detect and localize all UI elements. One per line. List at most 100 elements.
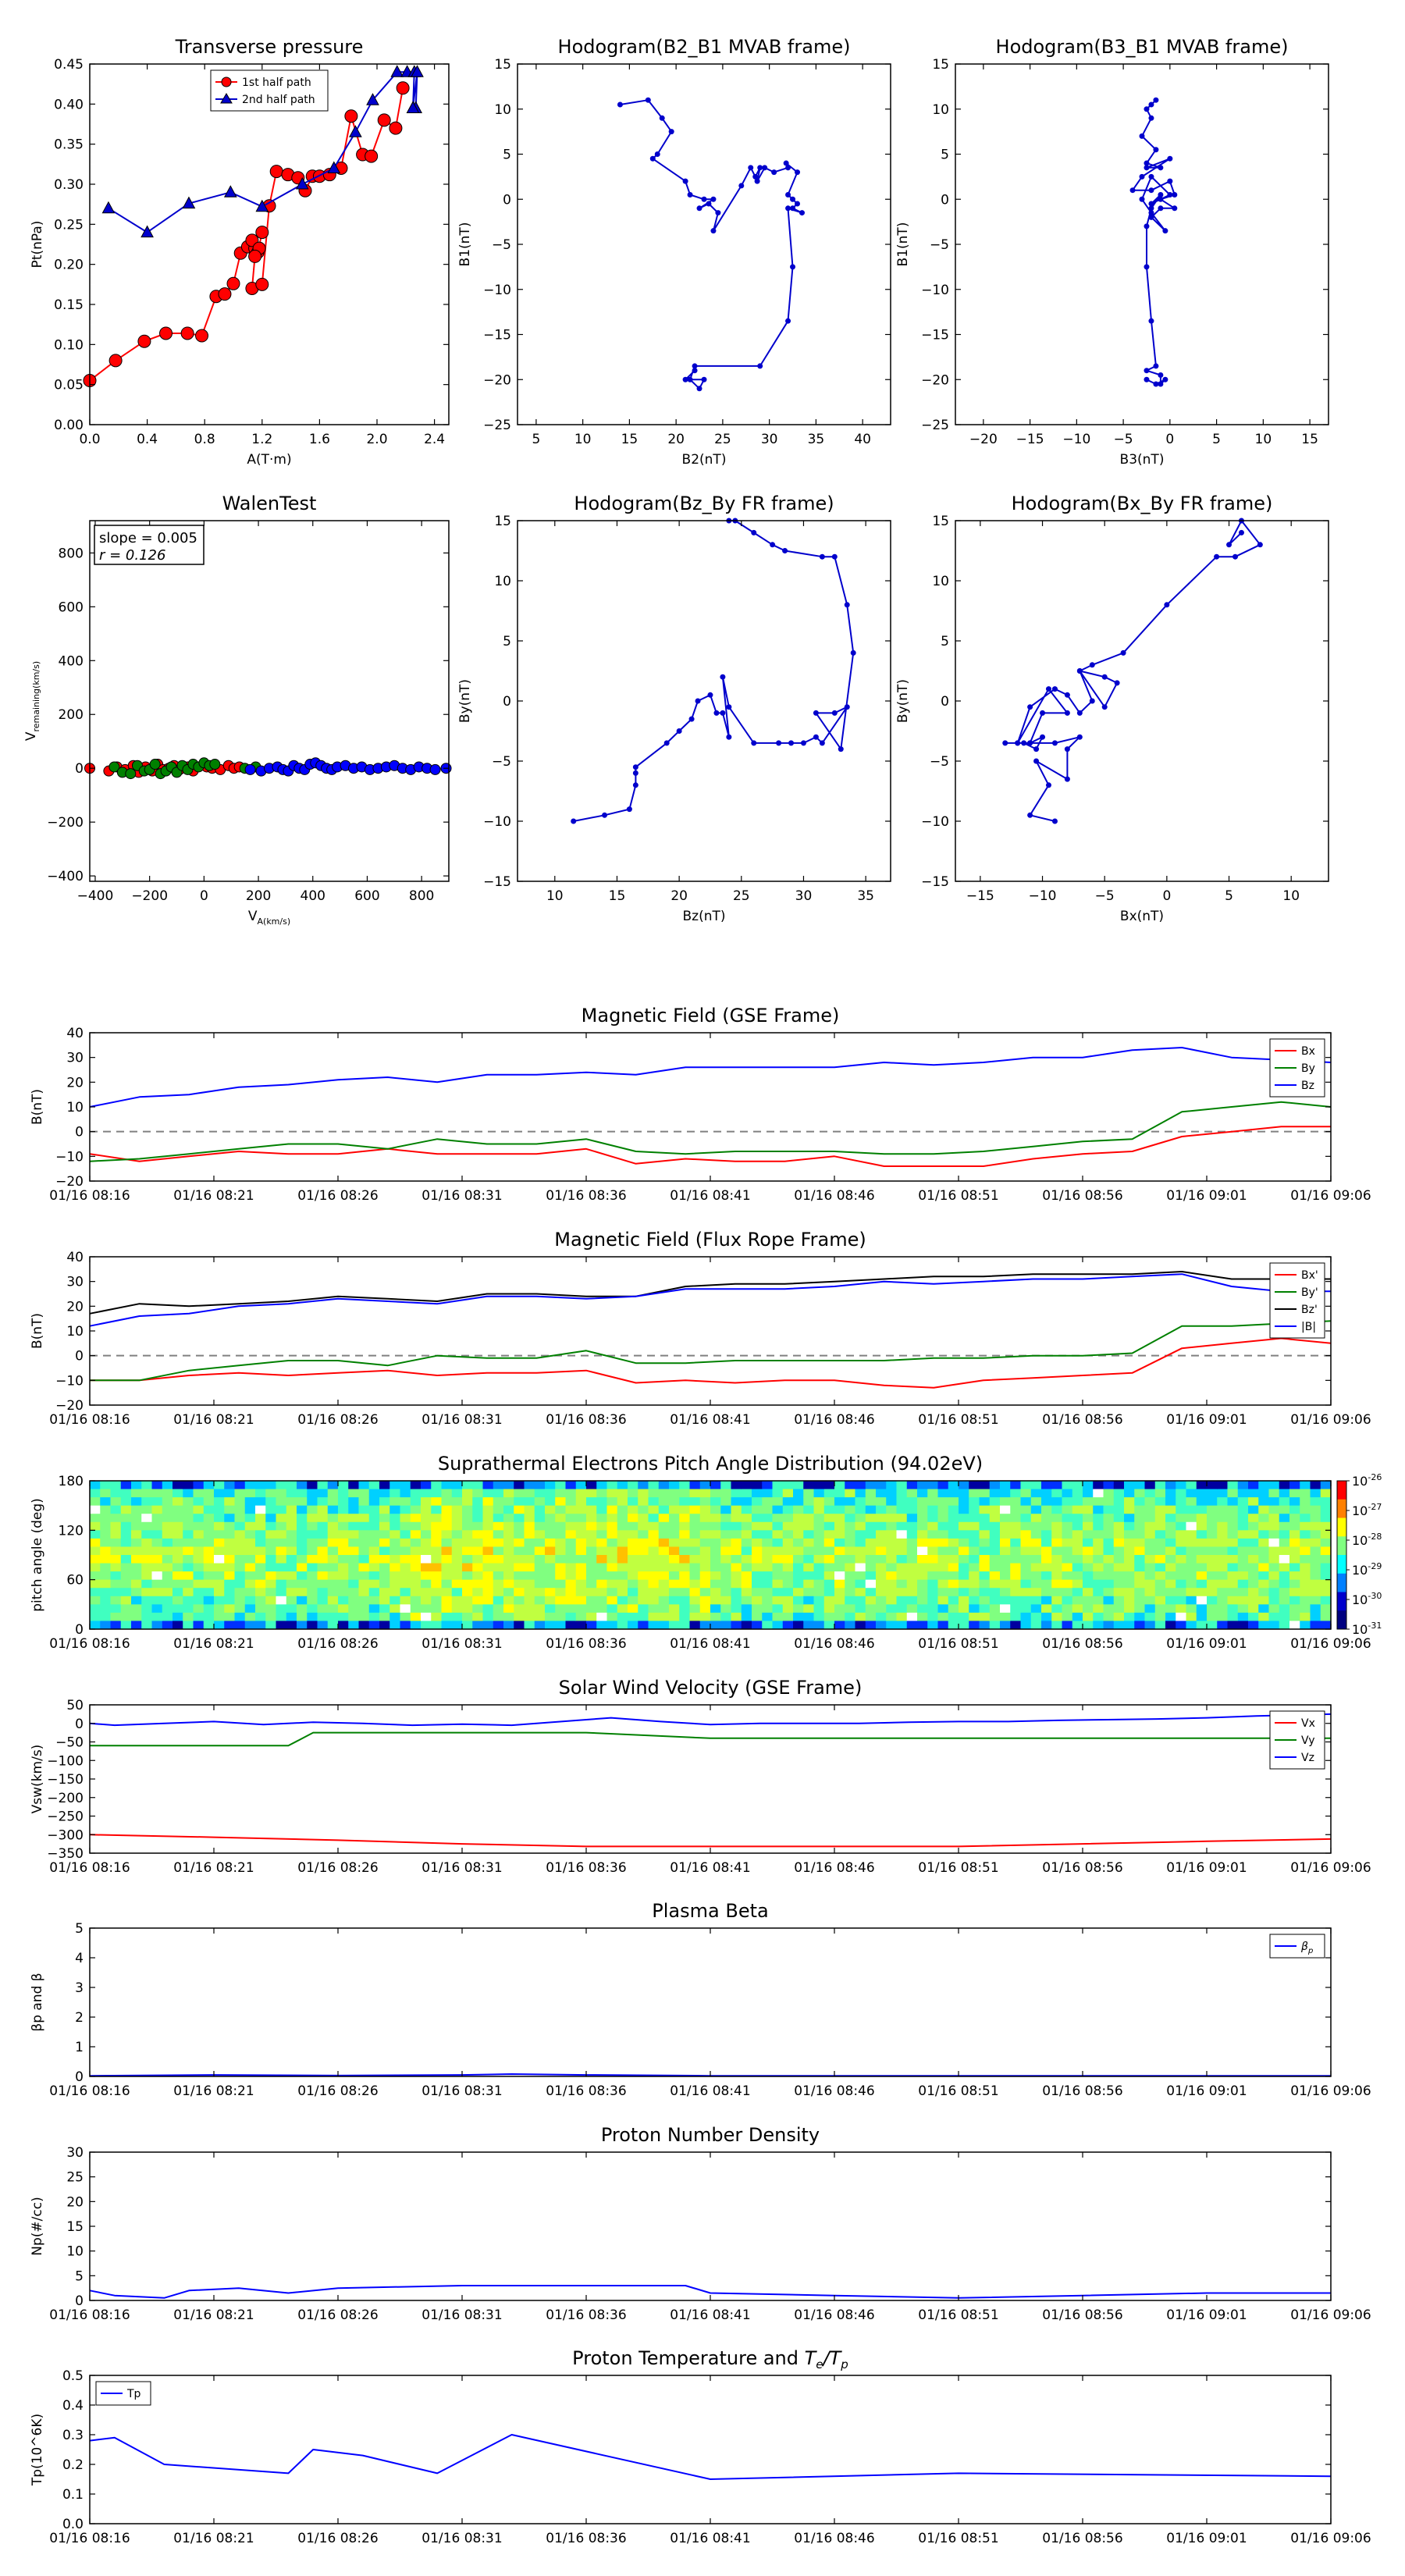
data-point — [720, 674, 726, 680]
heatmap-cell — [1144, 1521, 1156, 1531]
heatmap-cell — [1289, 1579, 1300, 1589]
heatmap-cell — [1196, 1497, 1208, 1507]
heatmap-cell — [845, 1588, 855, 1597]
heatmap-cell — [297, 1621, 308, 1630]
heatmap-cell — [617, 1514, 628, 1523]
heatmap-cell — [400, 1521, 411, 1531]
series-line-1st half path — [89, 87, 404, 382]
y-tick-label: 0.40 — [54, 97, 84, 112]
heatmap-cell — [472, 1481, 483, 1490]
heatmap-cell — [410, 1563, 422, 1572]
heatmap-cell — [782, 1588, 794, 1597]
heatmap-cell — [989, 1604, 1001, 1614]
heatmap-cell — [1010, 1571, 1021, 1581]
y-tick-label: 25 — [66, 2170, 84, 2186]
heatmap-cell — [317, 1514, 329, 1523]
heatmap-cell — [441, 1505, 453, 1514]
heatmap-cell — [731, 1579, 742, 1589]
heatmap-cell — [937, 1530, 949, 1539]
heatmap-cell — [1113, 1612, 1125, 1621]
heatmap-cell — [669, 1514, 680, 1523]
heatmap-cell — [1310, 1571, 1321, 1581]
heatmap-cell — [793, 1521, 804, 1531]
series-line-Bz — [89, 1047, 1332, 1108]
heatmap-cell — [1144, 1481, 1156, 1490]
data-point — [1164, 602, 1170, 608]
heatmap-cell — [1030, 1588, 1042, 1597]
heatmap-cell — [969, 1555, 980, 1564]
heatmap-cell — [679, 1555, 690, 1564]
heatmap-cell — [1062, 1596, 1073, 1605]
heatmap-cell — [203, 1521, 215, 1531]
heatmap-cell — [927, 1530, 938, 1539]
heatmap-cell — [586, 1604, 597, 1614]
x-tick-label: 01/16 08:26 — [297, 2083, 378, 2099]
heatmap-cell — [358, 1514, 370, 1523]
heatmap-cell — [679, 1497, 690, 1507]
heatmap-cell — [1072, 1579, 1083, 1589]
data-point — [1172, 205, 1178, 212]
heatmap-cell — [989, 1546, 1001, 1556]
x-tick-label: 01/16 08:26 — [297, 1636, 378, 1652]
heatmap-cell — [389, 1505, 400, 1514]
heatmap-cell — [823, 1621, 835, 1630]
heatmap-cell — [1062, 1621, 1073, 1630]
heatmap-cell — [214, 1579, 225, 1589]
y-tick-label: 180 — [59, 1474, 84, 1489]
heatmap-cell — [451, 1521, 463, 1531]
heatmap-cell — [255, 1481, 266, 1490]
heatmap-cell — [1279, 1481, 1290, 1490]
heatmap-cell — [317, 1563, 329, 1572]
heatmap-cell — [1154, 1521, 1166, 1531]
heatmap-cell — [886, 1505, 897, 1514]
heatmap-cell — [762, 1555, 773, 1564]
heatmap-cell — [100, 1571, 111, 1581]
heatmap-cell — [462, 1596, 473, 1605]
heatmap-cell — [782, 1521, 794, 1531]
heatmap-cell — [886, 1612, 897, 1621]
heatmap-cell — [1207, 1538, 1218, 1547]
heatmap-cell — [1268, 1596, 1280, 1605]
data-point — [195, 329, 209, 343]
heatmap-cell — [1165, 1563, 1176, 1572]
heatmap-cell — [876, 1546, 887, 1556]
data-point — [159, 326, 173, 340]
heatmap-cell — [1279, 1521, 1290, 1531]
heatmap-cell — [1186, 1497, 1197, 1507]
heatmap-cell — [1062, 1546, 1073, 1556]
heatmap-cell — [338, 1521, 349, 1531]
heatmap-cell — [1134, 1563, 1145, 1572]
data-point — [1148, 115, 1154, 121]
heatmap-cell — [503, 1505, 514, 1514]
heatmap-cell — [265, 1505, 276, 1514]
heatmap-cell — [100, 1555, 111, 1564]
y-tick-label: −15 — [921, 328, 949, 343]
x-tick-label: 01/16 09:06 — [1290, 1636, 1371, 1652]
heatmap-cell — [917, 1571, 928, 1581]
chart-vsw: Solar Wind Velocity (GSE Frame)−350−300−… — [30, 1677, 1371, 1876]
heatmap-cell — [338, 1604, 349, 1614]
data-point — [1148, 187, 1154, 194]
heatmap-cell — [720, 1505, 731, 1514]
heatmap-cell — [1248, 1621, 1259, 1630]
heatmap-cell — [1113, 1538, 1125, 1547]
heatmap-cell — [927, 1521, 938, 1531]
heatmap-cell — [358, 1530, 370, 1539]
heatmap-cell — [575, 1497, 587, 1507]
heatmap-cell — [338, 1489, 349, 1498]
heatmap-cell — [1144, 1530, 1156, 1539]
data-point — [713, 710, 720, 716]
data-point — [1148, 210, 1154, 216]
heatmap-cell — [1310, 1481, 1321, 1490]
heatmap-cell — [628, 1521, 638, 1531]
heatmap-cell — [710, 1538, 721, 1547]
heatmap-cell — [803, 1497, 814, 1507]
heatmap-cell — [628, 1596, 638, 1605]
data-point — [752, 173, 759, 180]
y-tick-label: −15 — [921, 874, 949, 890]
heatmap-cell — [1207, 1497, 1218, 1507]
heatmap-cell — [151, 1588, 163, 1597]
heatmap-cell — [1124, 1596, 1135, 1605]
heatmap-cell — [1258, 1604, 1269, 1614]
heatmap-cell — [617, 1489, 628, 1498]
